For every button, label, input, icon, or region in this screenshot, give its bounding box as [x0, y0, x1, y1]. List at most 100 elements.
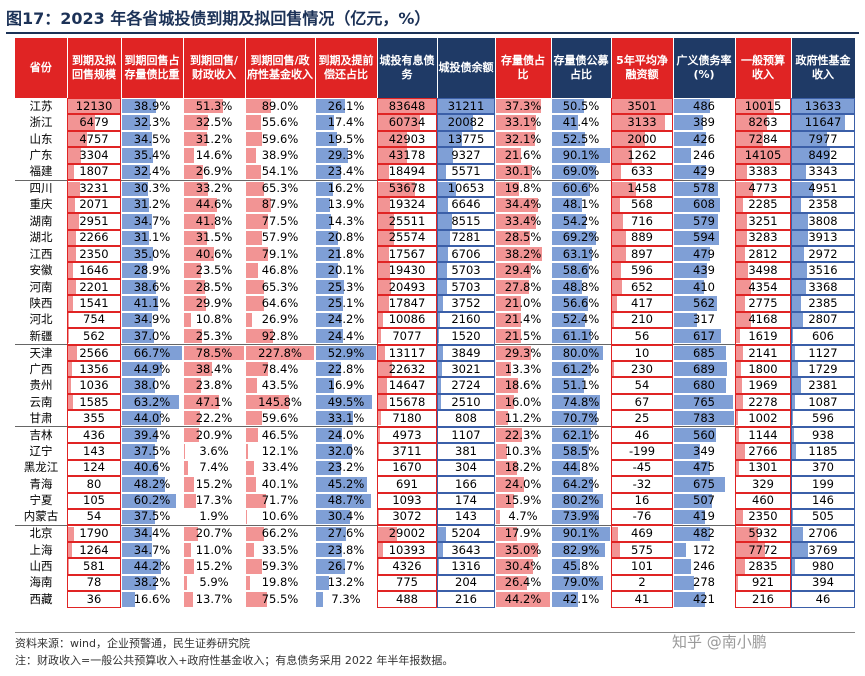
data-bar	[122, 279, 156, 295]
value-cell: 71.7%	[245, 493, 315, 509]
cell-value: 30.4%	[327, 509, 365, 524]
cell-value: 675	[693, 476, 715, 491]
data-bar	[184, 542, 191, 558]
cell-value: 2141	[748, 345, 778, 360]
value-cell: 54.1%	[245, 163, 315, 181]
data-bar	[612, 263, 621, 278]
cell-value: 17847	[388, 295, 426, 310]
value-cell: 63.1%	[551, 246, 611, 262]
data-bar	[612, 230, 626, 245]
value-cell: 75.5%	[245, 591, 315, 607]
value-cell: 5204	[437, 525, 495, 542]
data-bar	[612, 197, 621, 213]
data-bar	[184, 115, 208, 130]
cell-value: 1107	[451, 427, 481, 442]
cell-value: 51.1%	[562, 378, 600, 393]
data-bar	[122, 181, 149, 196]
value-cell: 3498	[735, 262, 791, 279]
data-bar	[246, 575, 251, 591]
value-cell: 57.9%	[245, 230, 315, 246]
value-cell: 17.9%	[495, 525, 551, 541]
cell-value: 4168	[748, 312, 778, 327]
cell-value: 1356	[79, 361, 109, 376]
value-cell: 2201	[67, 278, 121, 296]
data-bar	[184, 263, 201, 278]
value-cell: 66.2%	[245, 525, 315, 541]
data-bar	[316, 493, 372, 508]
value-cell: 426	[673, 131, 735, 147]
cell-value: 21.4%	[504, 312, 542, 327]
value-cell: -32	[611, 476, 673, 493]
value-cell: 304	[437, 459, 495, 477]
value-cell: 78	[67, 574, 121, 592]
cell-value: 安徽	[29, 263, 53, 278]
value-cell: 7772	[735, 541, 791, 559]
data-bar	[674, 246, 710, 262]
cell-value: 17.4%	[327, 115, 365, 130]
value-cell: 77.5%	[245, 213, 315, 229]
value-cell: 42.1%	[551, 591, 611, 607]
cell-value: 2201	[79, 279, 109, 294]
cell-value: 42.1%	[562, 591, 600, 606]
cell-value: 35.0%	[504, 542, 542, 557]
data-bar	[184, 460, 188, 476]
cell-value: 2350	[79, 246, 109, 261]
value-cell: 67	[611, 393, 673, 411]
value-cell: 60.6%	[551, 180, 611, 196]
cell-value: 15678	[388, 394, 426, 409]
value-cell: 63.2%	[121, 394, 183, 410]
province-cell: 四川	[15, 180, 67, 196]
value-cell: 16.9%	[315, 377, 377, 393]
data-bar	[316, 411, 353, 426]
data-bar	[674, 312, 698, 328]
data-bar	[438, 164, 447, 179]
value-cell: 38.6%	[121, 279, 183, 295]
value-cell: 30.4%	[315, 508, 377, 526]
cell-value: 578	[693, 181, 715, 196]
cell-value: 54	[634, 378, 650, 393]
cell-value: 3808	[808, 213, 838, 228]
cell-value: 46.5%	[261, 427, 299, 442]
data-bar	[316, 346, 376, 360]
cell-value: 394	[812, 575, 834, 590]
data-bar	[122, 346, 182, 360]
data-bar	[246, 246, 269, 262]
value-cell: 754	[67, 311, 121, 329]
cell-value: 34.7%	[133, 213, 171, 228]
value-cell: 2350	[67, 245, 121, 263]
cell-value: 14.3%	[327, 213, 365, 228]
cell-value: 46.8%	[261, 263, 299, 278]
value-cell: 3501	[611, 98, 673, 115]
data-bar	[246, 296, 264, 311]
data-bar	[316, 460, 342, 476]
data-bar	[378, 99, 436, 114]
value-cell: 3133	[611, 114, 673, 131]
cell-value: 26.4%	[504, 575, 542, 590]
province-cell: 江西	[15, 246, 67, 262]
value-cell: 689	[673, 361, 735, 377]
value-cell: 38.4%	[183, 361, 245, 377]
cell-value: 560	[693, 427, 715, 442]
province-cell: 吉林	[15, 427, 67, 443]
data-bar	[316, 428, 343, 443]
data-bar	[316, 230, 339, 245]
cell-value: 2160	[451, 312, 481, 327]
value-cell: 596	[791, 410, 855, 428]
cell-value: 28.5%	[195, 279, 233, 294]
table-row: 青海 80 48.2% 15.2% 40.1% 45.2% 691 166 24.0% 64.2%…	[15, 476, 855, 493]
cell-value: 691	[396, 476, 418, 491]
cell-value: 38.6%	[133, 279, 171, 294]
cell-value: 37.5%	[133, 509, 171, 524]
value-cell: 58.6%	[551, 262, 611, 278]
value-cell: 87.9%	[245, 197, 315, 213]
cell-value: 34.4%	[133, 526, 171, 541]
value-cell: 15.2%	[183, 558, 245, 574]
cell-value: 28.5%	[504, 230, 542, 245]
value-cell: 14.3%	[315, 213, 377, 229]
data-bar	[552, 131, 585, 147]
data-bar	[496, 411, 509, 426]
data-bar	[674, 592, 706, 607]
value-cell: 3752	[437, 295, 495, 312]
data-bar	[316, 115, 335, 130]
data-bar	[246, 526, 265, 541]
